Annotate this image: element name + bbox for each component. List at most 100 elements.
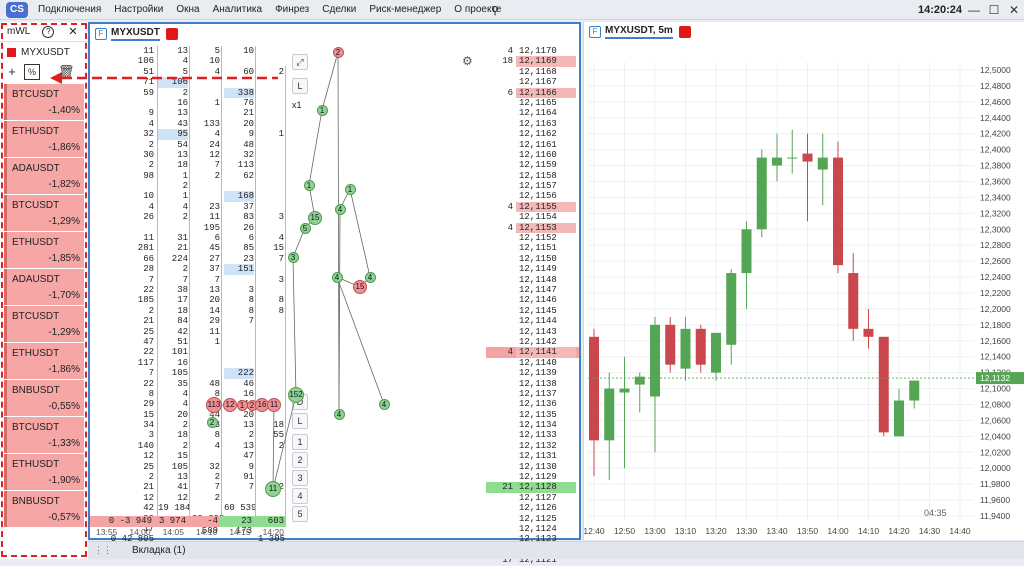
- price-row[interactable]: 12,1129: [486, 472, 579, 482]
- price-row[interactable]: 12,1125: [486, 514, 579, 524]
- price-row[interactable]: 12,1135: [486, 410, 579, 420]
- watchlist-item[interactable]: ETHUSDT -1,85%: [4, 232, 84, 268]
- price-row[interactable]: 12,1134: [486, 420, 579, 430]
- price-row[interactable]: 4 12,1153: [486, 222, 579, 234]
- price-row[interactable]: 12,1140: [486, 358, 579, 368]
- price-row[interactable]: 12,1160: [486, 150, 579, 160]
- watchlist-symbol-row[interactable]: MYXUSDT: [0, 43, 88, 61]
- percent-toggle-icon[interactable]: %: [24, 64, 40, 80]
- menu-item-5[interactable]: Сделки: [322, 4, 357, 15]
- depth-level-button[interactable]: 2: [292, 452, 308, 468]
- pin-icon[interactable]: ⚲: [491, 5, 500, 17]
- cluster-cell: 17: [177, 295, 188, 306]
- watchlist-item[interactable]: ETHUSDT -1,86%: [4, 121, 84, 157]
- add-icon[interactable]: +: [8, 64, 16, 79]
- price-row[interactable]: 12,1136: [486, 399, 579, 409]
- watchlist-item[interactable]: ADAUSDT -1,70%: [4, 269, 84, 305]
- cluster-bubble: 4: [378, 398, 390, 410]
- candlestick-chart[interactable]: 12,5000 12,4800 12,4600 12,4400 12,4200 12,40…: [584, 42, 1024, 540]
- menu-item-1[interactable]: Настройки: [114, 4, 164, 15]
- depth-level-button[interactable]: 3: [292, 470, 308, 486]
- depth-level-button[interactable]: 4: [292, 488, 308, 504]
- delete-icon[interactable]: 🗑: [58, 64, 75, 79]
- price-row[interactable]: 12,1152: [486, 233, 579, 243]
- settings-gear-icon[interactable]: ⚙: [462, 54, 473, 68]
- price-row[interactable]: 12,1157: [486, 181, 579, 191]
- price-row[interactable]: 12,1151: [486, 243, 579, 253]
- price-row[interactable]: 4 12,1141: [486, 347, 579, 358]
- menu-item-3[interactable]: Аналитика: [212, 4, 263, 15]
- grid-icon[interactable]: ⋮⋮: [94, 545, 112, 555]
- side-l2-button[interactable]: L: [292, 413, 308, 429]
- price-row[interactable]: 12,1147: [486, 285, 579, 295]
- price-row[interactable]: 12,1130: [486, 462, 579, 472]
- price-row[interactable]: 4 12,1155: [486, 201, 579, 213]
- price-row[interactable]: 12,1143: [486, 327, 579, 337]
- price-row[interactable]: 12,1131: [486, 451, 579, 461]
- depth-level-button[interactable]: 1: [292, 434, 308, 450]
- menu-item-0[interactable]: Подключения: [38, 4, 102, 15]
- price-row[interactable]: 12,1145: [486, 306, 579, 316]
- price-row[interactable]: 12,1159: [486, 160, 579, 170]
- price-row[interactable]: 12,1149: [486, 264, 579, 274]
- price-row[interactable]: 12,1127: [486, 493, 579, 503]
- close-icon[interactable]: ✕: [68, 26, 78, 38]
- cluster-bubble: 11: [265, 481, 281, 497]
- cluster-cell: 4: [214, 129, 220, 140]
- watchlist-item[interactable]: ETHUSDT -1,90%: [4, 454, 84, 490]
- add-chart-icon[interactable]: ⤢: [292, 54, 308, 70]
- price-value: 12,1152: [519, 233, 557, 244]
- price-row[interactable]: 12,1154: [486, 212, 579, 222]
- price-row[interactable]: 12,1139: [486, 368, 579, 378]
- menu-item-4[interactable]: Финрез: [275, 4, 310, 15]
- side-l-button[interactable]: L: [292, 78, 308, 94]
- color-marker-icon[interactable]: [165, 28, 178, 40]
- price-row[interactable]: 12,1167: [486, 77, 579, 87]
- price-row[interactable]: 12,1144: [486, 316, 579, 326]
- cluster-bubble: 5: [299, 222, 311, 234]
- close-window-icon[interactable]: ✕: [1008, 3, 1020, 17]
- menu-item-6[interactable]: Риск-менеджер: [369, 4, 442, 15]
- price-row[interactable]: 12,1156: [486, 191, 579, 201]
- help-icon[interactable]: ?: [42, 25, 55, 38]
- maximize-icon[interactable]: ☐: [988, 3, 1000, 17]
- price-row[interactable]: 12,1146: [486, 295, 579, 305]
- price-row[interactable]: 18 12,1169: [486, 56, 579, 67]
- watchlist-item[interactable]: ADAUSDT -1,82%: [4, 158, 84, 194]
- watchlist-item[interactable]: BNBUSDT -0,55%: [4, 380, 84, 416]
- price-row[interactable]: 12,1163: [486, 119, 579, 129]
- menu-item-7[interactable]: О проекте: [454, 4, 502, 15]
- price-row[interactable]: 12,1123: [486, 534, 579, 544]
- price-row[interactable]: 6 12,1166: [486, 87, 579, 98]
- price-row[interactable]: 12,1150: [486, 254, 579, 264]
- price-value: 12,1133: [519, 430, 557, 441]
- price-row[interactable]: 21 12,1128: [486, 482, 579, 493]
- price-row[interactable]: 12,1168: [486, 67, 579, 77]
- price-row[interactable]: 12,1142: [486, 337, 579, 347]
- price-row[interactable]: 12,1162: [486, 129, 579, 139]
- watchlist-item[interactable]: BTCUSDT -1,29%: [4, 195, 84, 231]
- watchlist-item[interactable]: BNBUSDT -0,57%: [4, 491, 84, 527]
- price-row[interactable]: 12,1148: [486, 275, 579, 285]
- price-row[interactable]: 4 12,1170: [486, 46, 579, 56]
- depth-level-button[interactable]: 5: [292, 506, 308, 522]
- tab-workspace-1[interactable]: Вкладка (1): [132, 545, 186, 556]
- watchlist-item[interactable]: ETHUSDT -1,86%: [4, 343, 84, 379]
- price-row[interactable]: 12,1126: [486, 503, 579, 513]
- price-row[interactable]: 12,1132: [486, 441, 579, 451]
- watchlist-item[interactable]: BTCUSDT -1,40%: [4, 84, 84, 120]
- price-row[interactable]: 12,1137: [486, 389, 579, 399]
- price-row[interactable]: 12,1161: [486, 140, 579, 150]
- price-row[interactable]: 12,1124: [486, 524, 579, 534]
- price-row[interactable]: 12,1164: [486, 108, 579, 118]
- watchlist-item[interactable]: BTCUSDT -1,29%: [4, 306, 84, 342]
- price-row[interactable]: 12,1158: [486, 171, 579, 181]
- color-marker-icon[interactable]: [678, 26, 691, 38]
- time-tick: 14:15: [229, 527, 251, 537]
- minimize-icon[interactable]: —: [968, 3, 980, 17]
- price-row[interactable]: 12,1165: [486, 98, 579, 108]
- price-row[interactable]: 12,1133: [486, 430, 579, 440]
- menu-item-2[interactable]: Окна: [176, 4, 200, 15]
- watchlist-item[interactable]: BTCUSDT -1,33%: [4, 417, 84, 453]
- price-row[interactable]: 12,1138: [486, 379, 579, 389]
